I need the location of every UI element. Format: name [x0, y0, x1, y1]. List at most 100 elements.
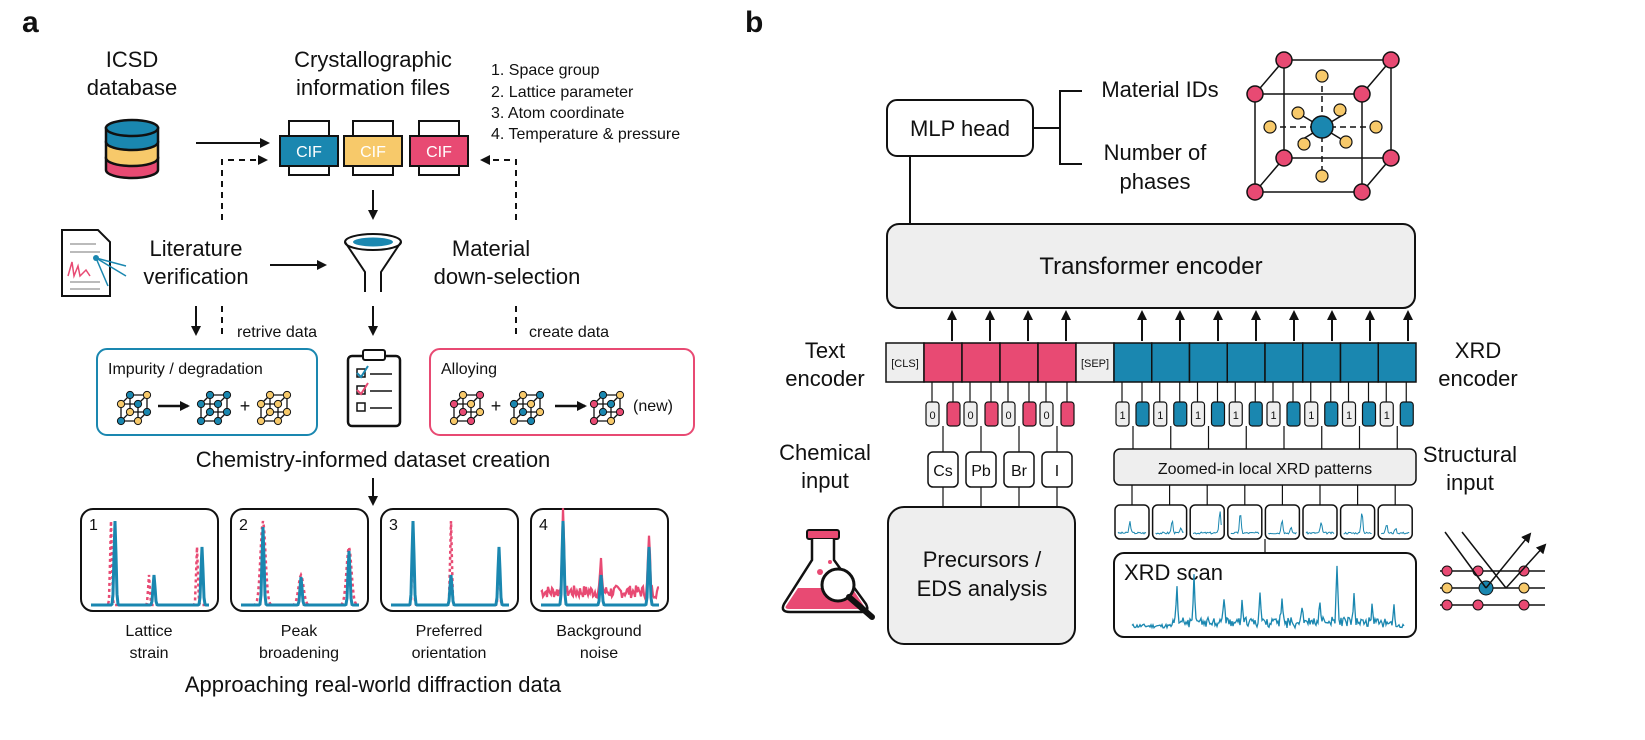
panel-number: 3 — [389, 517, 398, 534]
segment-pill — [1001, 401, 1016, 427]
cls-token: [CLS] — [891, 358, 919, 370]
cif-item: 2. Lattice parameter — [491, 84, 634, 101]
segment-id: 0 — [929, 410, 935, 422]
chemical-input-1: Chemical — [779, 440, 871, 465]
zoomed-label: Zoomed-in local XRD patterns — [1158, 461, 1372, 478]
segment-pill — [1304, 401, 1319, 427]
num-phases-2: phases — [1120, 169, 1191, 194]
xrd-token — [1113, 342, 1153, 383]
dashed-arrow-create-to-cif — [480, 155, 517, 220]
icsd-title-2: database — [87, 75, 178, 100]
yellow-crystal-icon — [256, 390, 292, 426]
cif-item: 4. Temperature & pressure — [491, 126, 680, 143]
xrd-token — [1302, 342, 1342, 383]
zoomed-patterns — [1114, 485, 1413, 553]
segment-id: 1 — [1308, 410, 1314, 422]
retrive-label: retrive data — [237, 324, 317, 341]
cif-item: 3. Atom coordinate — [491, 105, 625, 122]
embed-pill — [1399, 401, 1414, 427]
segment-pill — [1153, 401, 1168, 427]
diffraction-panel: 2 Peak broadening — [230, 508, 369, 662]
clipboard-icon — [346, 349, 402, 428]
cif-label: CIF — [360, 144, 386, 161]
cif-file-yellow: CIF — [343, 120, 403, 176]
panel-caption: noise — [580, 645, 618, 662]
blue-crystal-icon — [196, 390, 232, 426]
diffraction-icon — [1440, 531, 1547, 611]
panel-number: 1 — [89, 517, 98, 534]
panel-caption: Lattice — [125, 623, 172, 640]
cif-item-list: 1. Space group 2. Lattice parameter 3. A… — [491, 62, 680, 143]
zoom-pattern — [1189, 504, 1225, 540]
num-phases-1: Number of — [1104, 140, 1208, 165]
segment-id: 1 — [1119, 410, 1125, 422]
mlp-head-label: MLP head — [910, 116, 1010, 141]
precursors-2: EDS analysis — [917, 576, 1048, 601]
panel-number: 2 — [239, 517, 248, 534]
embed-pill — [946, 401, 961, 427]
segment-id: 0 — [967, 410, 973, 422]
embed-pill — [1135, 401, 1150, 427]
structural-input-2: input — [1446, 470, 1494, 495]
element-box — [1041, 451, 1073, 488]
mat-title-2: down-selection — [434, 264, 581, 289]
precursors-1: Precursors / — [923, 547, 1042, 572]
segment-pill — [1228, 401, 1243, 427]
embed-pill — [1210, 401, 1226, 427]
cif-label: CIF — [296, 144, 322, 161]
material-ids-label: Material IDs — [1101, 77, 1218, 102]
element-label: I — [1055, 463, 1059, 480]
element-label: Cs — [933, 463, 953, 480]
element-label: Br — [1011, 463, 1028, 480]
segment-id: 1 — [1346, 410, 1352, 422]
xrd-scan-trace — [1131, 565, 1405, 630]
create-label: create data — [529, 324, 609, 341]
diffraction-panel: 4 Background noise — [530, 508, 669, 662]
panel-caption: Background — [556, 623, 641, 640]
xrd-token — [1226, 342, 1266, 383]
text-token — [961, 342, 1001, 383]
xrd-scan-label: XRD scan — [1124, 560, 1223, 585]
segment-id: 1 — [1233, 410, 1239, 422]
diffraction-panel: 1 Lattice strain — [80, 508, 219, 662]
cif-label: CIF — [426, 144, 452, 161]
cif-title-1: Crystallographic — [294, 47, 452, 72]
transformer-label: Transformer encoder — [1039, 253, 1262, 280]
lit-title-1: Literature — [150, 236, 243, 261]
text-token — [1037, 342, 1077, 383]
text-token — [923, 342, 963, 383]
xrd-token — [1264, 342, 1304, 383]
segment-id: 0 — [1005, 410, 1011, 422]
panel-a-label: a — [22, 6, 39, 39]
text-token — [999, 342, 1039, 383]
zoom-pattern — [1302, 504, 1338, 540]
segment-pill — [1379, 401, 1394, 427]
zoom-pattern — [1377, 504, 1413, 540]
mixed-crystal-icon — [116, 390, 152, 426]
impurity-box — [96, 348, 318, 436]
segment-id: 1 — [1384, 410, 1390, 422]
output-bracket — [1033, 90, 1082, 165]
diffraction-panels: 1 Lattice strain 2 Peak broadening 3 Preferred o… — [80, 508, 669, 662]
xrd-token — [1377, 342, 1417, 383]
xrd-token — [1339, 342, 1379, 383]
segment-pill — [1341, 401, 1357, 427]
segment-id: 1 — [1195, 410, 1201, 422]
panel-number: 4 — [539, 517, 548, 534]
dataset-title: Chemistry-informed dataset creation — [196, 447, 551, 472]
panel-caption: strain — [129, 645, 168, 662]
alloying-box — [429, 348, 695, 436]
segment-pill — [1115, 401, 1130, 427]
segment-id: 0 — [1043, 410, 1049, 422]
new-label: (new) — [633, 398, 673, 415]
cif-file-pink: CIF — [409, 120, 469, 176]
element-box — [1003, 451, 1035, 488]
embed-pill — [1248, 401, 1263, 427]
element-label: Pb — [971, 463, 991, 480]
blue-crystal-icon — [509, 390, 545, 426]
transformer-box — [886, 223, 1416, 309]
segment-pill — [963, 401, 978, 427]
element-box — [965, 451, 997, 488]
alloying-title: Alloying — [441, 361, 497, 378]
segment-pill — [1266, 401, 1281, 427]
